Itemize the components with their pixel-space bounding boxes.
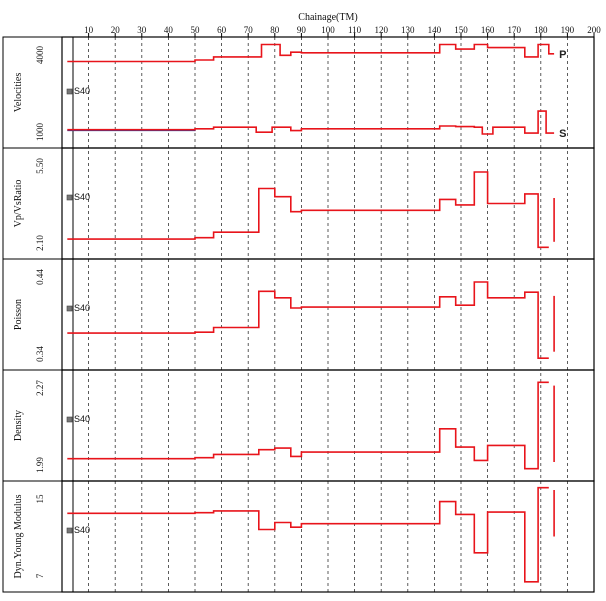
y-max-label: 4000 <box>35 46 45 65</box>
x-tick-label: 140 <box>428 25 442 35</box>
x-tick-label: 50 <box>191 25 201 35</box>
x-axis-top: Chainage(TM) 10 20 30 40 50 60 70 80 90 100 110 120… <box>84 12 601 37</box>
series-line <box>67 281 549 360</box>
x-tick-label: 120 <box>374 25 388 35</box>
series-label: S <box>559 128 566 140</box>
y-label-box <box>2 36 63 149</box>
x-tick-label: 180 <box>534 25 548 35</box>
x-tick-label: 40 <box>164 25 174 35</box>
marker-label: S40 <box>74 525 90 535</box>
series-label: P <box>559 49 566 61</box>
marker-icon <box>66 527 73 534</box>
y-label-box <box>2 369 63 482</box>
panel: Vp/VsRatio 5.50 2.10 S40 <box>2 147 595 260</box>
panel: Poisson 0.44 0.34 S40 <box>2 258 595 371</box>
y-min-label: 1000 <box>35 123 45 142</box>
y-min-label: 7 <box>35 573 45 578</box>
x-tick-label: 60 <box>217 25 227 35</box>
x-tick-label: 110 <box>348 25 362 35</box>
x-tick-label: 30 <box>137 25 147 35</box>
x-tick-label: 160 <box>481 25 495 35</box>
x-tick-label: 190 <box>561 25 575 35</box>
x-tick-label: 150 <box>454 25 468 35</box>
series-line <box>67 171 549 249</box>
y-max-label: 0.44 <box>35 269 45 285</box>
marker-label: S40 <box>74 86 90 96</box>
y-axis-title: Dyn.Young Modulus <box>13 494 24 578</box>
x-tick-label: 100 <box>321 25 335 35</box>
y-min-label: 1.99 <box>35 457 45 473</box>
panel: Density 2.27 1.99 S40 <box>2 369 595 482</box>
marker-icon <box>66 194 73 201</box>
x-tick-label: 80 <box>270 25 280 35</box>
marker-icon <box>66 88 73 95</box>
y-axis-title: Velocities <box>13 73 24 113</box>
y-axis-title: Density <box>13 410 24 441</box>
marker-icon <box>66 305 73 312</box>
y-axis-title: Vp/VsRatio <box>13 180 24 228</box>
series-line <box>67 381 549 470</box>
y-axis-title: Poisson <box>13 299 24 330</box>
y-max-label: 15 <box>35 494 45 504</box>
marker-label: S40 <box>74 192 90 202</box>
marker-label: S40 <box>74 303 90 313</box>
marker-label: S40 <box>74 414 90 424</box>
x-tick-label: 200 <box>587 25 601 35</box>
x-tick-label: 70 <box>244 25 254 35</box>
x-axis-title: Chainage(TM) <box>298 12 357 23</box>
y-label-box <box>2 258 63 371</box>
y-label-box <box>2 480 63 593</box>
x-tick-label: 10 <box>84 25 94 35</box>
panel: Dyn.Young Modulus 15 7 S40 <box>2 480 595 593</box>
series-line <box>67 110 555 135</box>
x-tick-label: 170 <box>507 25 521 35</box>
panel: Velocities 4000 1000 S40 P S <box>2 36 595 149</box>
y-min-label: 0.34 <box>35 346 45 362</box>
vertical-grid <box>88 37 568 592</box>
y-max-label: 2.27 <box>35 380 45 396</box>
panels-group: Velocities 4000 1000 S40 P S Vp/VsRatio 5.50 2.1… <box>2 36 595 593</box>
series-line <box>67 43 555 63</box>
marker-icon <box>66 416 73 423</box>
x-tick-label: 130 <box>401 25 415 35</box>
y-label-box <box>2 147 63 260</box>
y-max-label: 5.50 <box>35 158 45 174</box>
series-line <box>67 486 549 583</box>
y-min-label: 2.10 <box>35 235 45 251</box>
panel-frame <box>61 480 595 593</box>
x-tick-label: 20 <box>111 25 121 35</box>
x-tick-label: 90 <box>297 25 307 35</box>
